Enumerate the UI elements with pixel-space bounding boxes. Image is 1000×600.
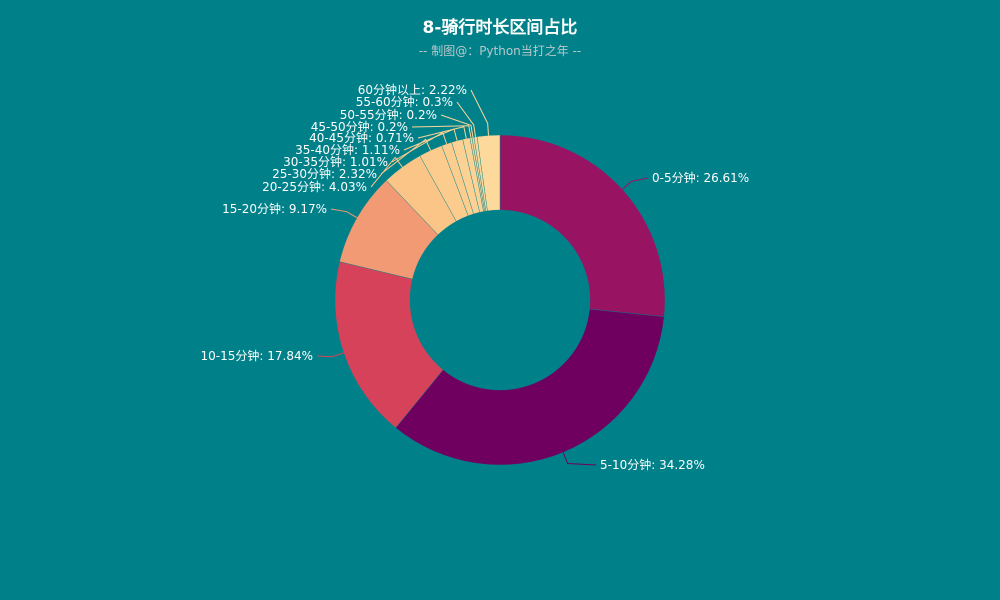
leader-line-group	[316, 89, 649, 466]
slice-10-15分钟[interactable]	[334, 261, 444, 429]
slice-group	[334, 134, 666, 466]
slice-label-group: 0-5分钟: 26.61% 5-10分钟: 34.28% 10-15分钟: 17.8…	[201, 82, 750, 472]
slice-0-5分钟[interactable]	[499, 134, 666, 317]
chart-subtitle: -- 制图@：Python当打之年 --	[418, 44, 582, 58]
leader-line-0-5分钟	[622, 177, 649, 190]
leader-line-25-30分钟	[380, 138, 432, 175]
leader-line-10-15分钟	[316, 352, 344, 358]
leader-line-60分钟以上	[470, 89, 490, 136]
slice-label-45-50分钟: 45-50分钟: 0.2%	[311, 119, 408, 134]
slice-label-40-45分钟: 40-45分钟: 0.71%	[309, 130, 414, 145]
slice-label-35-40分钟: 35-40分钟: 1.11%	[295, 142, 400, 157]
leader-line-15-20分钟	[330, 208, 358, 219]
slice-label-25-30分钟: 25-30分钟: 2.32%	[272, 166, 377, 181]
slice-label-10-15分钟: 10-15分钟: 17.84%	[201, 348, 313, 363]
slice-label-50-55分钟: 50-55分钟: 0.2%	[340, 107, 437, 122]
slice-5-10分钟[interactable]	[395, 308, 665, 466]
leader-line-55-60分钟	[456, 101, 477, 137]
slice-label-60分钟以上: 60分钟以上: 2.22%	[358, 82, 467, 97]
slice-label-5-10分钟: 5-10分钟: 34.28%	[600, 457, 705, 472]
slice-label-30-35分钟: 30-35分钟: 1.01%	[283, 154, 388, 169]
chart-title: 8-骑行时长区间占比	[422, 18, 578, 38]
leader-line-20-25分钟	[370, 156, 403, 188]
leader-line-50-55分钟	[440, 114, 474, 138]
leader-line-45-50分钟	[411, 125, 472, 138]
leader-line-5-10分钟	[562, 452, 597, 466]
slice-label-15-20分钟: 15-20分钟: 9.17%	[222, 201, 327, 216]
leader-line-30-35分钟	[391, 131, 448, 163]
slice-label-0-5分钟: 0-5分钟: 26.61%	[652, 170, 749, 185]
slice-label-20-25分钟: 20-25分钟: 4.03%	[262, 179, 367, 194]
slice-label-55-60分钟: 55-60分钟: 0.3%	[356, 94, 453, 109]
leader-line-40-45分钟	[417, 126, 467, 139]
slice-60分钟以上[interactable]	[476, 134, 501, 212]
